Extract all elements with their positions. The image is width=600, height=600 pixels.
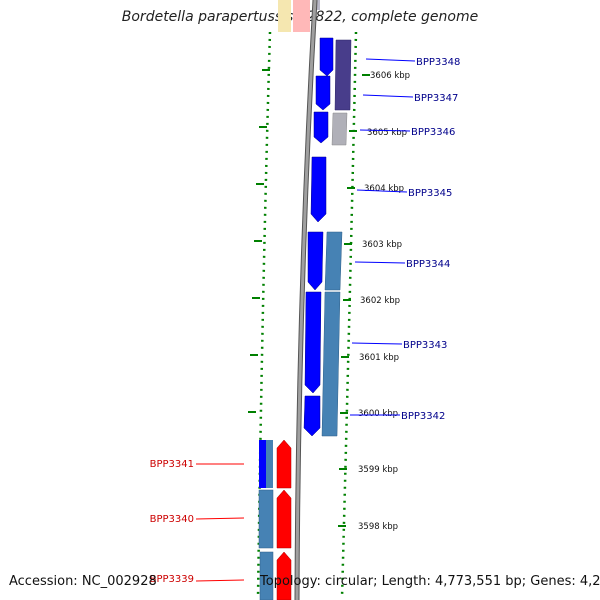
cds-BPP3347: [315, 75, 331, 111]
cog-forward-track: [321, 39, 352, 437]
reverse-cds-track: [258, 439, 292, 600]
cds-BPP3341: [276, 439, 292, 489]
cog-steel-block-1: [324, 231, 343, 291]
kbp-3601: 3601 kbp: [359, 353, 399, 363]
cds-BPP3339: [276, 551, 292, 600]
cds-BPP3345: [310, 156, 327, 223]
gene-label-BPP3343[interactable]: BPP3343: [403, 340, 447, 351]
forward-gene-labels[interactable]: [350, 58, 416, 416]
accession-text: Accession: NC_002928: [9, 574, 157, 589]
cog-steel-block-2: [321, 291, 341, 437]
cog-steel-small: [266, 440, 273, 488]
cds-BPP3344: [307, 231, 324, 291]
gene-label-BPP3341[interactable]: BPP3341: [150, 459, 194, 470]
cog-gray-block: [331, 112, 348, 146]
outer-dotted-track: [340, 31, 358, 599]
gene-label-BPP3342[interactable]: BPP3342: [401, 411, 445, 422]
cds-BPP3348: [319, 37, 334, 77]
kbp-3604: 3604 kbp: [364, 184, 404, 194]
gene-label-BPP3346[interactable]: BPP3346: [411, 127, 455, 138]
scale-ticks: [338, 74, 370, 527]
gene-label-BPP3348[interactable]: BPP3348: [416, 57, 460, 68]
kbp-3605: 3605 kbp: [367, 128, 407, 138]
cog-steel-block-4: [259, 551, 274, 600]
kbp-3602: 3602 kbp: [360, 296, 400, 306]
gene-label-BPP3344[interactable]: BPP3344: [406, 259, 450, 270]
cog-steel-block-3: [258, 489, 274, 549]
cds-BPP3340: [276, 489, 292, 549]
gene-label-BPP3347[interactable]: BPP3347: [414, 93, 458, 104]
kbp-3603: 3603 kbp: [362, 240, 402, 250]
kbp-3606: 3606 kbp: [370, 71, 410, 81]
cds-BPP3343: [304, 291, 322, 394]
cog-blue-block: [259, 440, 266, 488]
gene-label-BPP3339[interactable]: BPP3339: [150, 574, 194, 585]
faded-feature-pink: [293, 0, 310, 32]
gene-label-BPP3340[interactable]: BPP3340: [150, 514, 194, 525]
minor-ticks: [248, 69, 270, 413]
reverse-gene-labels: [195, 463, 245, 582]
faded-feature-yellow: [278, 0, 291, 32]
scale-labels: 3606 kbp 3605 kbp 3604 kbp 3603 kbp 3602…: [358, 71, 410, 532]
backbone-line: [295, 0, 317, 600]
forward-cds-track: [303, 37, 334, 437]
cds-BPP3342: [303, 395, 321, 437]
cds-BPP3346: [313, 111, 329, 144]
gene-label-BPP3345[interactable]: BPP3345: [408, 188, 452, 199]
kbp-3600: 3600 kbp: [358, 409, 398, 419]
kbp-3599: 3599 kbp: [358, 465, 398, 475]
kbp-3598: 3598 kbp: [358, 522, 398, 532]
cog-purple-block: [334, 39, 352, 111]
genome-summary: Topology: circular; Length: 4,773,551 bp…: [260, 574, 600, 589]
